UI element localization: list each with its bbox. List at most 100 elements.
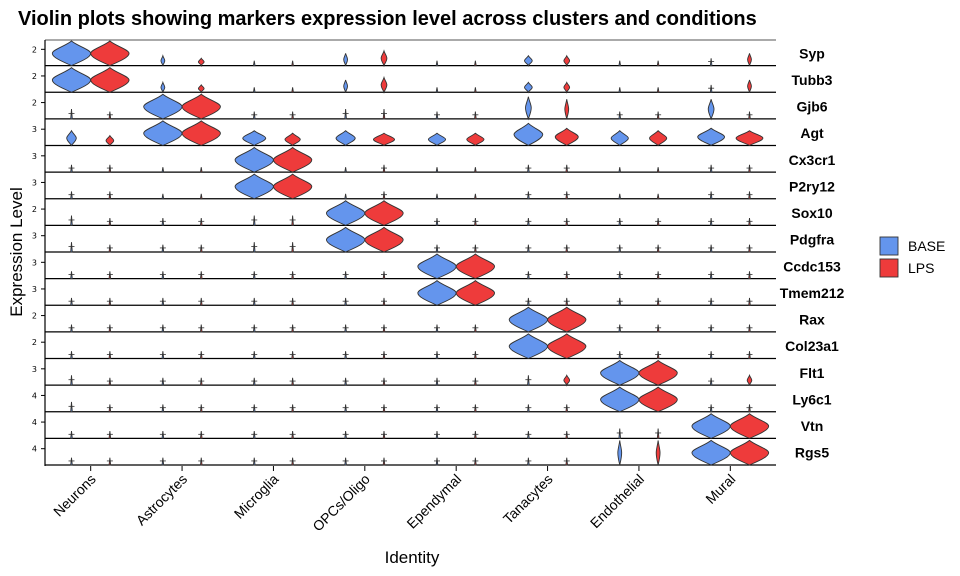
violin-neurons-base [70,242,73,253]
legend: BASE LPS [879,236,945,278]
violin-ependymal-base [435,167,439,173]
violin-tanacytes-base [524,54,533,67]
violin-endothelial-base [600,359,640,386]
violin-neurons-base [66,129,77,147]
y-tick-label: 2 [32,338,37,347]
violin-opcs-oligo-base [344,167,347,173]
violin-neurons-base [51,67,92,93]
violin-ependymal-lps [466,132,485,147]
violin-mural-lps [729,439,770,466]
violin-tanacytes-lps [563,81,571,94]
y-tick-label: 2 [32,312,37,321]
violin-astrocytes-lps [197,57,205,68]
violin-endothelial-base [610,130,629,147]
y-tick-label: 3 [32,125,37,134]
legend-key-lps [879,258,899,278]
violin-mural-lps [747,79,752,93]
x-tick-label: OPCs/Oligo [309,471,373,535]
violin-astrocytes-base [143,120,183,147]
violin-astrocytes-base [160,80,166,93]
violin-astrocytes-lps [181,93,221,120]
violin-tanacytes-base [508,333,549,360]
violin-opcs-oligo-base [343,53,348,66]
violin-tanacytes-lps [547,306,587,333]
violin-endothelial-lps [655,440,661,466]
y-tick-label: 3 [32,152,37,161]
gene-panel-ly6c1: 4 Ly6c1 [32,386,832,413]
gene-panel-tmem212: 3 Tmem212 [32,280,845,306]
violin-ependymal-lps [474,167,477,173]
violin-tanacytes-base [525,96,532,121]
violin-tanacytes-lps [563,54,571,68]
violin-opcs-oligo-base [325,226,366,253]
violin-neurons-base [70,401,73,413]
gene-label: Tubb3 [792,72,833,88]
violin-microglia-base [252,60,256,67]
legend-label: LPS [908,260,934,276]
violin-ependymal-base [435,193,439,200]
gene-panel-gjb6: 2 Gjb6 [32,93,828,121]
violin-endothelial-lps [656,60,660,67]
violin-opcs-oligo-lps [380,75,388,94]
violin-ependymal-base [435,87,439,93]
violin-ependymal-base [417,253,457,280]
violin-microglia-lps [291,60,294,67]
violin-ependymal-lps [474,193,477,200]
gene-label: Syp [799,45,825,61]
y-tick-label: 2 [32,72,37,81]
gene-label: Cx3cr1 [789,152,836,168]
violin-tanacytes-base [527,375,530,386]
violin-astrocytes-base [160,54,166,66]
violin-ependymal-base [427,132,447,147]
violin-microglia-lps [291,242,294,253]
violin-endothelial-lps [638,359,678,386]
violin-tanacytes-lps [563,374,571,387]
gene-label: Sox10 [791,205,832,221]
violin-ependymal-lps [474,60,477,67]
violin-ependymal-base [435,60,439,67]
violin-microglia-base [234,146,274,173]
violin-opcs-oligo-base [325,200,366,226]
violin-neurons-base [70,108,73,120]
violin-opcs-oligo-base [343,79,348,93]
x-axis-label: Identity [385,548,440,567]
violin-tanacytes-lps [554,127,579,147]
gene-panel-pdgfra: 3 Pdgfra [32,226,835,253]
gene-panel-rgs5: 4 Rgs5 [32,439,829,466]
gene-label: Flt1 [800,365,825,381]
gene-label: Pdgfra [790,232,835,248]
y-tick-label: 3 [32,365,37,374]
violin-endothelial-base [618,193,622,200]
y-tick-label: 3 [32,232,37,241]
gene-panel-p2ry12: 3 P2ry12 [32,173,835,200]
violin-opcs-oligo-lps [382,108,386,120]
violin-mural-lps [747,53,752,66]
y-tick-label: 4 [32,418,37,427]
gene-label: Vtn [801,418,824,434]
gene-label: Tmem212 [780,285,845,301]
violin-neurons-base [70,215,73,226]
violin-endothelial-base [600,386,640,413]
y-tick-label: 3 [32,178,37,187]
violin-neurons-base [70,375,73,386]
violin-astrocytes-lps [197,83,205,94]
panel-group: 2 Syp 2 Tubb3 2 Gjb6 3 Agt 3 Cx3cr1 3 P2ry12 2 Sox10 3… [32,39,845,466]
violin-astrocytes-lps [181,120,221,147]
violin-endothelial-base [618,428,622,439]
y-tick-label: 4 [32,391,37,400]
y-tick-label: 2 [32,205,37,214]
violin-endothelial-lps [638,386,678,413]
violin-microglia-base [252,215,256,226]
violin-microglia-lps [291,87,294,93]
x-tick-label: Ependymal [403,471,464,532]
gene-panel-ccdc153: 3 Ccdc153 [32,253,841,280]
violin-opcs-oligo-lps [372,132,396,147]
violin-astrocytes-base [161,193,165,200]
violin-microglia-lps [272,146,313,173]
x-axis: Neurons Astrocytes Microglia OPCs/Oligo Epen… [50,466,738,534]
violin-endothelial-base [618,60,622,67]
violin-mural-base [707,99,715,121]
violin-astrocytes-base [143,93,183,120]
violin-endothelial-base [618,87,622,93]
